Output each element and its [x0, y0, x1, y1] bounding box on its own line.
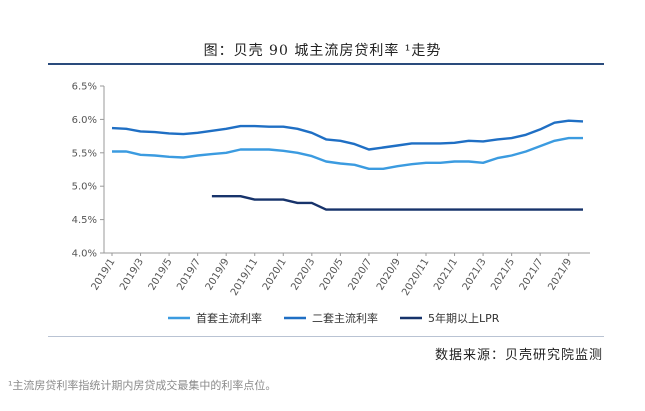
- x-tick-label: 2021/9: [546, 257, 574, 293]
- x-tick-label: 2020/3: [289, 257, 317, 293]
- y-tick-label: 4.0%: [72, 249, 97, 260]
- x-tick-label: 2019/3: [118, 257, 146, 293]
- series-line-1: [112, 136, 583, 170]
- y-tick-label: 4.5%: [72, 215, 97, 226]
- x-tick-label: 2019/9: [204, 257, 232, 293]
- y-tick-label: 6.5%: [72, 82, 97, 93]
- y-tick-label: 5.5%: [72, 148, 97, 159]
- x-tick-label: 2020/1: [261, 257, 289, 293]
- x-tick-label: 2019/5: [147, 257, 175, 293]
- x-tick-label: 2020/9: [375, 257, 403, 293]
- footnote: ¹主流房贷利率指统计期内房贷成交最集中的利率点位。: [8, 379, 277, 392]
- x-tick-label: 2019/7: [175, 257, 203, 293]
- legend-label-1: 首套主流利率: [196, 311, 262, 325]
- x-tick-label: 2019/1: [90, 257, 118, 293]
- x-tick-label: 2021/3: [461, 257, 489, 293]
- title-rule: [48, 63, 604, 65]
- x-tick-label: 2020/5: [318, 257, 346, 293]
- x-tick-label: 2021/7: [518, 257, 546, 293]
- source-rule: [48, 336, 604, 337]
- series-line-3: [211, 195, 583, 211]
- figure-title: 图：贝壳 90 城主流房贷利率 ¹走势: [203, 43, 442, 59]
- legend-label-3: 5年期以上LPR: [428, 311, 500, 325]
- x-tick-label: 2019/11: [229, 257, 260, 298]
- y-tick-label: 5.0%: [72, 182, 97, 193]
- x-tick-label: 2020/11: [400, 257, 431, 298]
- y-tick-label: 6.0%: [72, 115, 97, 126]
- x-tick-label: 2021/1: [432, 257, 460, 293]
- series-line-2: [111, 119, 584, 151]
- x-tick-label: 2020/7: [346, 257, 374, 293]
- x-tick-label: 2021/5: [489, 257, 517, 293]
- source-text: 数据来源：贝壳研究院监测: [434, 348, 603, 363]
- legend-label-2: 二套主流利率: [312, 311, 378, 325]
